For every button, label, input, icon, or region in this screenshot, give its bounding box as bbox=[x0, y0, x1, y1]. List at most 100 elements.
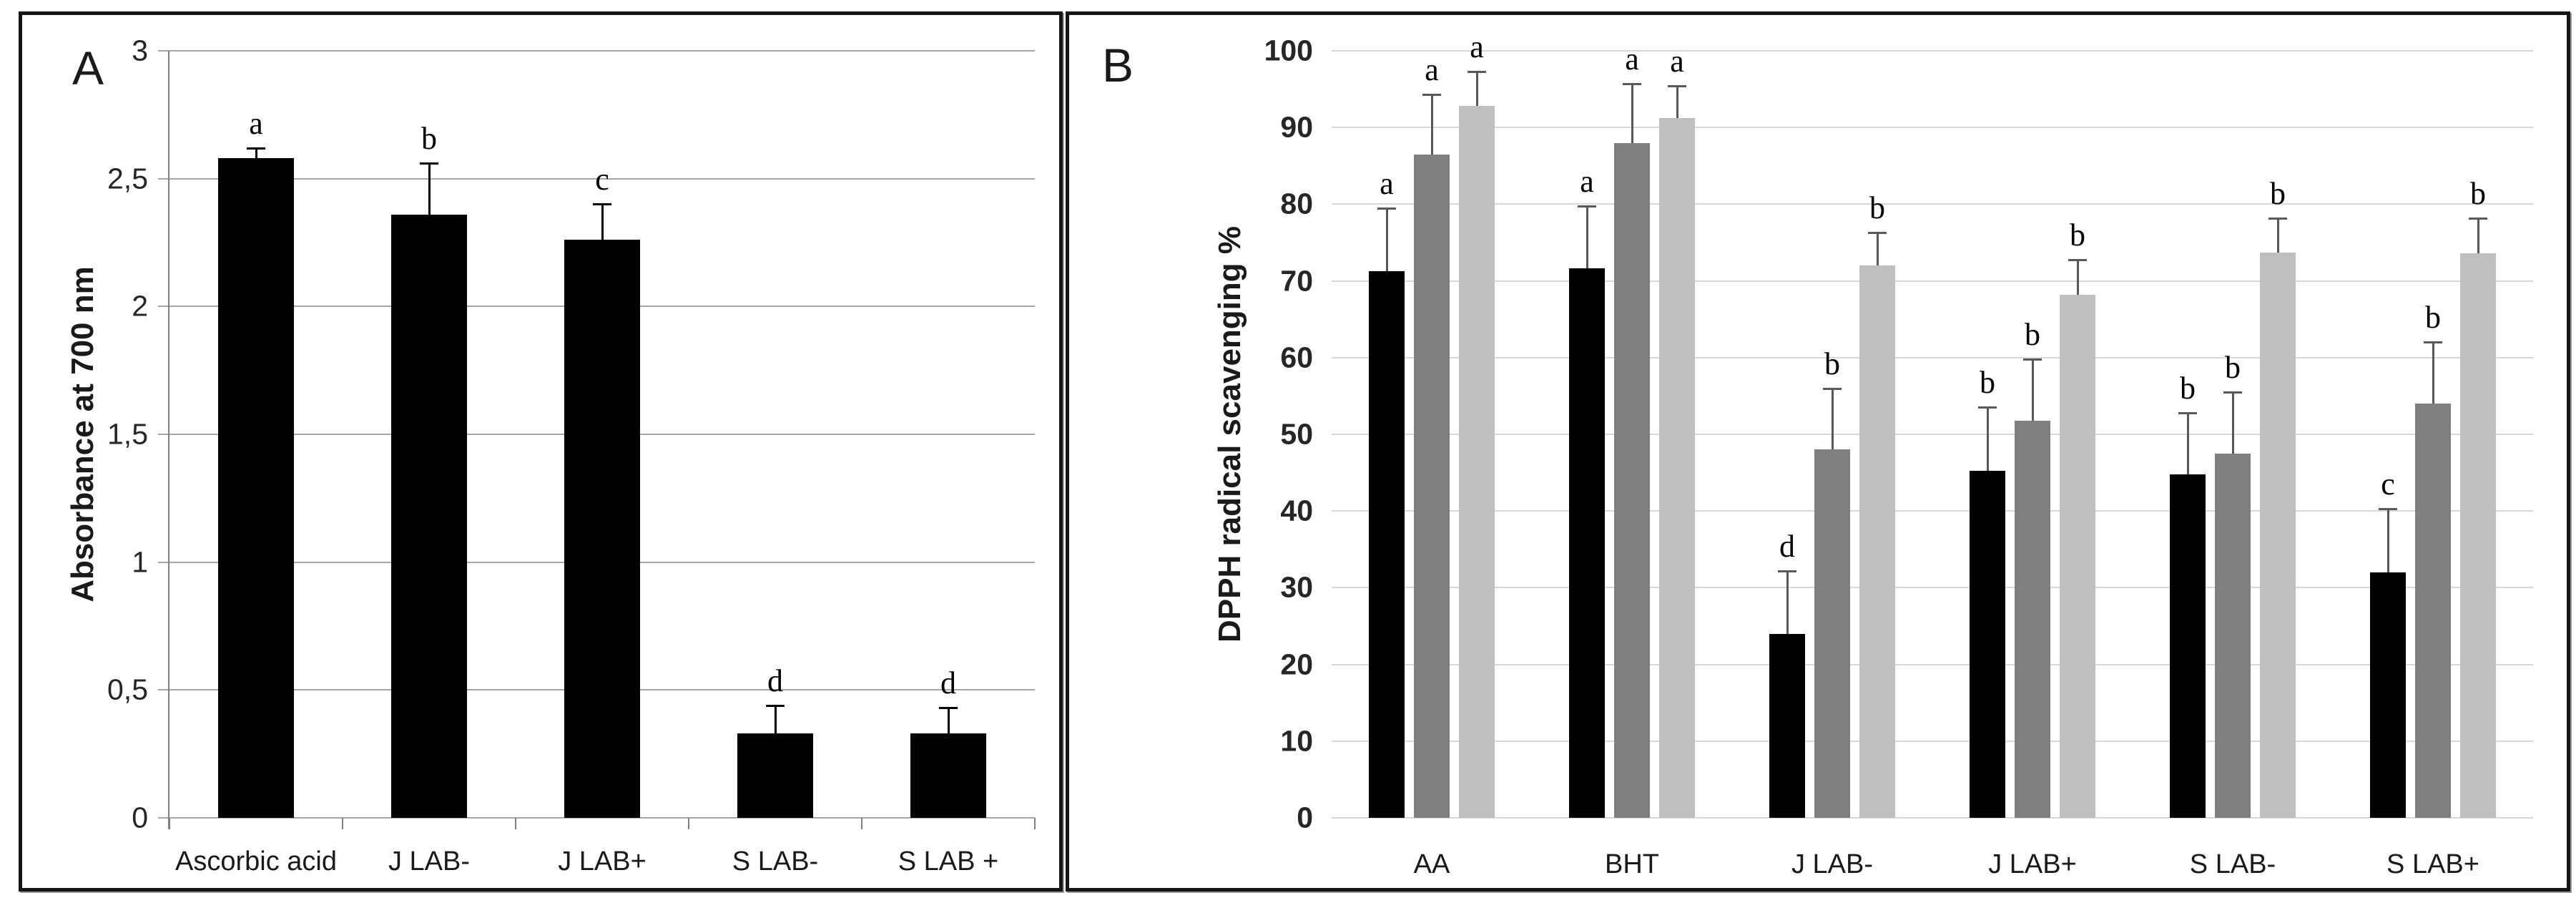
bar bbox=[2215, 453, 2251, 818]
y-tick-label: 1 bbox=[132, 545, 148, 579]
error-cap bbox=[2178, 411, 2197, 414]
category-label: S LAB+ bbox=[2386, 849, 2479, 879]
bar bbox=[1614, 142, 1650, 818]
gridline bbox=[1332, 510, 2533, 512]
y-axis-line bbox=[168, 51, 169, 829]
bar bbox=[2370, 572, 2406, 818]
sig-letter: a bbox=[249, 105, 263, 141]
gridline bbox=[158, 817, 1035, 819]
category-slot: b J LAB- bbox=[343, 51, 516, 877]
bar bbox=[2415, 404, 2451, 818]
bar bbox=[1459, 106, 1495, 818]
sig-letter: b bbox=[2225, 350, 2241, 386]
category-label: J LAB+ bbox=[558, 846, 647, 877]
error-whisker bbox=[2477, 218, 2479, 254]
sig-letter: a bbox=[1580, 163, 1594, 199]
gridline bbox=[1332, 587, 2533, 589]
error-whisker bbox=[1676, 86, 1678, 119]
y-tick-label: 2 bbox=[132, 289, 148, 323]
category-label: J LAB- bbox=[1791, 849, 1874, 879]
y-tick-label: 1,5 bbox=[107, 417, 148, 451]
x-tick bbox=[169, 818, 170, 829]
category-slot: d b b J LAB- bbox=[1732, 51, 1932, 879]
error-whisker bbox=[1586, 205, 1588, 269]
sig-letter: c bbox=[595, 162, 609, 197]
x-tick bbox=[1034, 818, 1036, 829]
category-slot: a a a BHT bbox=[1532, 44, 1732, 879]
bar bbox=[910, 733, 986, 818]
sig-letter: b bbox=[2470, 175, 2486, 211]
y-tick-label: 50 bbox=[1280, 417, 1313, 451]
error-cap bbox=[1778, 570, 1796, 572]
category-slot: d S LAB- bbox=[689, 51, 862, 877]
bar bbox=[1369, 270, 1405, 818]
panel-a-letter: A bbox=[72, 41, 104, 94]
sig-letter: b bbox=[2025, 316, 2040, 352]
category-label: J LAB- bbox=[388, 846, 471, 877]
error-cap bbox=[2068, 258, 2087, 261]
error-cap bbox=[2223, 391, 2242, 394]
error-whisker bbox=[255, 147, 257, 159]
y-tick-label: 0 bbox=[1297, 801, 1313, 834]
figure-panel-a: A Absorbance at 700 nm 0 0,5 1 1,5 2 2,5 3 a Asc… bbox=[19, 11, 1063, 892]
y-tick-label: 70 bbox=[1280, 264, 1313, 298]
error-whisker bbox=[2386, 509, 2389, 572]
y-tick-label: 0,5 bbox=[107, 673, 148, 706]
y-tick-label: 30 bbox=[1280, 570, 1313, 604]
x-tick bbox=[515, 818, 516, 829]
x-tick bbox=[688, 818, 689, 829]
error-whisker bbox=[774, 705, 777, 734]
sig-letter: b bbox=[1824, 346, 1840, 381]
error-whisker bbox=[1475, 71, 1478, 107]
gridline bbox=[1332, 356, 2533, 358]
error-whisker bbox=[1786, 570, 1789, 634]
gridline bbox=[1332, 50, 2533, 52]
sig-letter: d bbox=[940, 665, 956, 701]
sig-letter: d bbox=[767, 663, 783, 698]
plot-area-a: 0 0,5 1 1,5 2 2,5 3 a Ascorbic acid b J LAB-c J LAB… bbox=[107, 34, 1036, 877]
error-cap bbox=[2023, 358, 2042, 361]
bar bbox=[1414, 154, 1450, 818]
x-tick bbox=[342, 818, 343, 829]
sig-letter: a bbox=[1380, 165, 1394, 201]
sig-letter: a bbox=[1470, 29, 1484, 64]
y-tick-label: 20 bbox=[1280, 648, 1313, 681]
bar bbox=[1970, 471, 2005, 818]
error-cap bbox=[2379, 507, 2397, 510]
bar bbox=[2260, 252, 2296, 818]
category-label: AA bbox=[1413, 849, 1450, 879]
bar bbox=[737, 733, 813, 818]
y-tick-label: 10 bbox=[1280, 724, 1313, 758]
error-whisker bbox=[2231, 392, 2234, 454]
error-cap bbox=[247, 147, 265, 150]
error-whisker bbox=[428, 163, 431, 215]
bar bbox=[564, 240, 640, 818]
category-label: S LAB + bbox=[898, 846, 999, 877]
bar bbox=[1769, 633, 1805, 818]
sig-letter: a bbox=[1625, 41, 1639, 77]
bar bbox=[2170, 474, 2206, 818]
sig-letter: a bbox=[1670, 44, 1684, 79]
sig-letter: b bbox=[2425, 300, 2441, 336]
bar bbox=[1659, 118, 1695, 818]
error-whisker bbox=[1430, 94, 1433, 155]
category-label: Ascorbic acid bbox=[175, 846, 337, 877]
gridline bbox=[158, 50, 1035, 52]
error-whisker bbox=[2031, 358, 2034, 421]
error-cap bbox=[1578, 205, 1596, 207]
sig-letter: a bbox=[1425, 52, 1439, 88]
bar bbox=[1814, 449, 1850, 818]
y-tick-label: 3 bbox=[132, 34, 148, 67]
error-cap bbox=[1823, 387, 1842, 390]
error-whisker bbox=[1631, 84, 1633, 143]
y-tick-label: 2,5 bbox=[107, 162, 148, 195]
error-whisker bbox=[1831, 388, 1834, 450]
bar bbox=[391, 214, 467, 818]
sig-letter: c bbox=[2381, 466, 2395, 502]
error-whisker bbox=[2076, 259, 2079, 295]
error-cap bbox=[1377, 207, 1396, 210]
error-whisker bbox=[1986, 407, 1989, 472]
error-whisker bbox=[2276, 218, 2279, 253]
